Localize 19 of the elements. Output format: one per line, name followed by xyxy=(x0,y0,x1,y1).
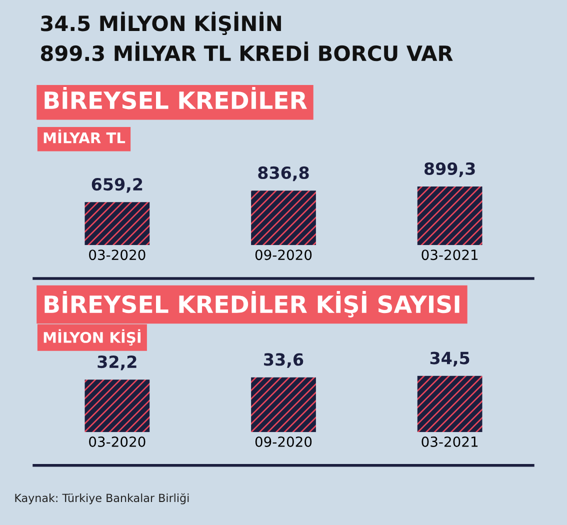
data-label: 32,2 xyxy=(98,355,136,370)
x-tick-label: 03-2020 xyxy=(89,250,146,260)
data-label: 659,2 xyxy=(92,178,142,193)
chart-title: BİREYSEL KREDİLER KİŞİ SAYISI xyxy=(44,290,460,318)
data-label: 34,5 xyxy=(430,352,470,366)
x-tick-label: 03-2020 xyxy=(89,436,146,447)
data-label: 33,6 xyxy=(264,353,304,368)
text: 34.5 MİLYON KİŞİNİN xyxy=(41,12,281,36)
chart-title: BİREYSEL KREDİLER xyxy=(44,87,307,110)
chart-subtitle: MİLYAR TL xyxy=(44,130,126,144)
x-tick-label: 03-2021 xyxy=(422,436,478,447)
x-tick-label: 09-2020 xyxy=(255,436,312,447)
x-tick-label: 09-2020 xyxy=(255,250,312,260)
x-tick-label: 03-2021 xyxy=(422,250,478,260)
text: 899.3 MİLYAR TL KREDİ BORCU VAR xyxy=(40,42,453,62)
data-label: 836,8 xyxy=(258,166,309,182)
data-label: 899,3 xyxy=(424,162,475,178)
text: Kaynak: Türkiye Bankalar Birliği xyxy=(15,493,189,504)
chart-subtitle: MİLYON KİŞİ xyxy=(44,329,140,346)
